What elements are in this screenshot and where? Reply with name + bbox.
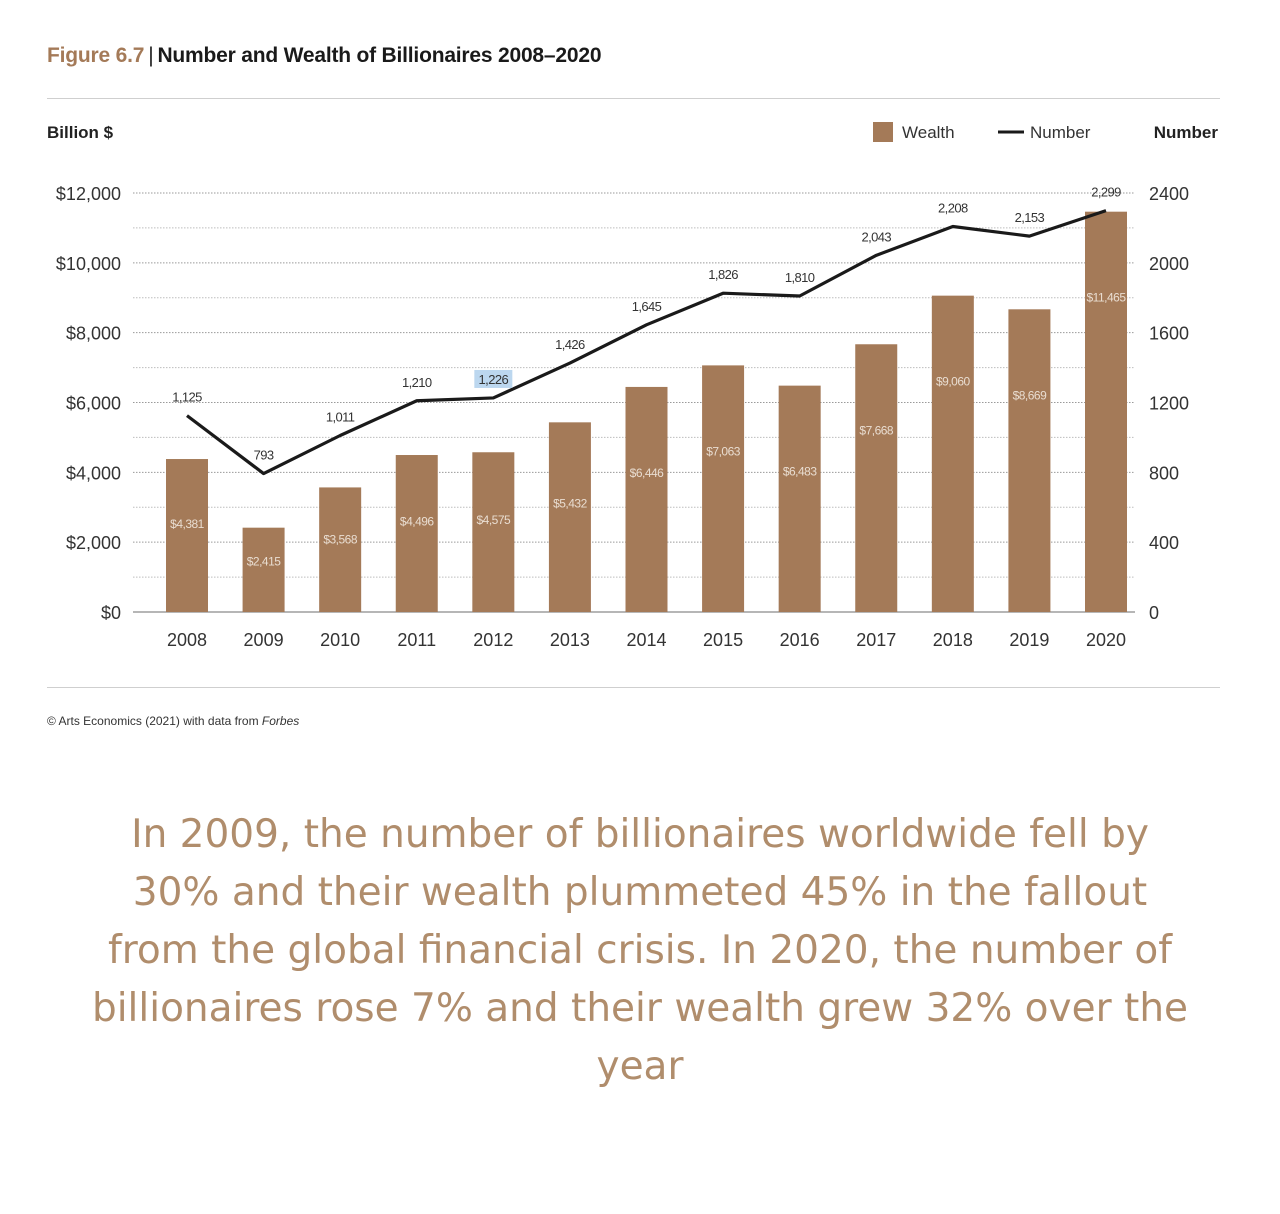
x-tick-label: 2017 bbox=[856, 630, 896, 650]
right-axis-title: Number bbox=[1154, 123, 1219, 142]
number-line bbox=[186, 209, 1107, 476]
footnote-source: Forbes bbox=[261, 714, 300, 728]
wealth-bar bbox=[472, 452, 515, 612]
wealth-bar bbox=[778, 385, 821, 612]
legend-label-number: Number bbox=[1030, 123, 1091, 142]
number-point-label: 2,153 bbox=[1015, 210, 1045, 225]
number-point-label: 1,645 bbox=[632, 299, 662, 314]
number-point-label: 1,826 bbox=[708, 267, 738, 282]
wealth-bar bbox=[1085, 211, 1127, 612]
left-tick-label: $6,000 bbox=[66, 394, 121, 414]
wealth-bar-label: $7,668 bbox=[859, 423, 894, 437]
wealth-bar bbox=[1008, 309, 1051, 612]
number-point-label: 1,426 bbox=[555, 337, 585, 352]
x-tick-label: 2014 bbox=[626, 630, 666, 650]
left-tick-label: $10,000 bbox=[56, 254, 121, 274]
x-tick-label: 2016 bbox=[780, 630, 820, 650]
x-tick-label: 2018 bbox=[933, 630, 973, 650]
number-point-label: 2,043 bbox=[861, 229, 891, 244]
wealth-bar-label: $11,465 bbox=[1087, 291, 1127, 305]
figure-label: Figure 6.7 bbox=[47, 44, 145, 67]
wealth-bar bbox=[166, 459, 208, 612]
number-point-label: 2,208 bbox=[938, 201, 968, 216]
wealth-bar-label: $6,483 bbox=[783, 465, 818, 479]
figure-separator: | bbox=[148, 44, 154, 67]
wealth-bar bbox=[319, 487, 362, 612]
right-tick-label: 2400 bbox=[1149, 184, 1189, 204]
x-tick-label: 2020 bbox=[1086, 630, 1126, 650]
wealth-bar-label: $9,060 bbox=[936, 375, 971, 389]
right-tick-label: 2000 bbox=[1149, 254, 1189, 274]
left-tick-label: $4,000 bbox=[66, 463, 121, 483]
wealth-bar-label: $5,432 bbox=[553, 497, 588, 511]
x-tick-label: 2011 bbox=[397, 630, 436, 650]
wealth-bar-label: $4,381 bbox=[170, 517, 205, 531]
caption: In 2009, the number of billionaires worl… bbox=[91, 812, 1189, 1089]
x-tick-label: 2008 bbox=[167, 630, 207, 650]
right-tick-label: 400 bbox=[1149, 533, 1179, 553]
right-tick-label: 800 bbox=[1149, 463, 1179, 483]
x-tick-label: 2015 bbox=[703, 630, 743, 650]
x-tick-label: 2019 bbox=[1009, 630, 1049, 650]
number-point-label: 1,226 bbox=[479, 372, 509, 387]
number-point-label: 1,125 bbox=[172, 390, 202, 405]
right-tick-label: 1200 bbox=[1149, 394, 1189, 414]
footnote: © Arts Economics (2021) with data from F… bbox=[47, 714, 299, 728]
figure-header: Figure 6.7 | Number and Wealth of Billiona… bbox=[47, 44, 602, 68]
x-tick-label: 2010 bbox=[320, 630, 360, 650]
top-rule bbox=[47, 98, 1220, 99]
wealth-bar bbox=[931, 295, 974, 612]
left-axis-title: Billion $ bbox=[47, 123, 114, 142]
number-point-label: 793 bbox=[254, 448, 274, 463]
left-tick-label: $2,000 bbox=[66, 533, 121, 553]
wealth-bar-label: $3,568 bbox=[323, 532, 358, 546]
footnote-text: © Arts Economics (2021) with data from bbox=[47, 714, 262, 728]
chart: $0 $2,000 $4,000 $6,000 $8,000 $10,000 $12,000… bbox=[47, 122, 1219, 650]
right-tick-label: 0 bbox=[1149, 603, 1159, 623]
wealth-bar bbox=[702, 365, 745, 612]
left-tick-label: $12,000 bbox=[56, 184, 121, 204]
wealth-bar-label: $4,575 bbox=[476, 513, 511, 527]
left-tick-label: $0 bbox=[101, 603, 121, 623]
figure-title: Number and Wealth of Billionaires 2008–2… bbox=[157, 44, 602, 67]
wealth-bar bbox=[242, 527, 285, 612]
wealth-bar-label: $2,415 bbox=[247, 555, 282, 569]
right-tick-label: 1600 bbox=[1149, 324, 1189, 344]
wealth-bar-label: $7,063 bbox=[706, 444, 741, 458]
wealth-bar bbox=[395, 455, 438, 612]
left-tick-label: $8,000 bbox=[66, 324, 121, 344]
x-tick-label: 2009 bbox=[244, 630, 284, 650]
x-tick-label: 2013 bbox=[550, 630, 590, 650]
wealth-bar-label: $8,669 bbox=[1013, 388, 1048, 402]
number-point-label: 1,210 bbox=[402, 375, 432, 390]
legend-label-wealth: Wealth bbox=[902, 123, 955, 142]
wealth-bar-label: $4,496 bbox=[400, 515, 435, 529]
number-point-label: 1,810 bbox=[785, 270, 815, 285]
legend-swatch-wealth bbox=[873, 122, 893, 142]
number-point-label: 2,299 bbox=[1091, 185, 1121, 200]
wealth-bar bbox=[548, 422, 591, 612]
number-point-label: 1,011 bbox=[326, 409, 355, 424]
wealth-bar-label: $6,446 bbox=[630, 466, 665, 480]
wealth-bar bbox=[625, 386, 668, 612]
wealth-bar bbox=[855, 344, 898, 612]
x-tick-label: 2012 bbox=[473, 630, 513, 650]
bottom-rule bbox=[47, 687, 1220, 688]
number-label-highlight bbox=[474, 369, 513, 388]
